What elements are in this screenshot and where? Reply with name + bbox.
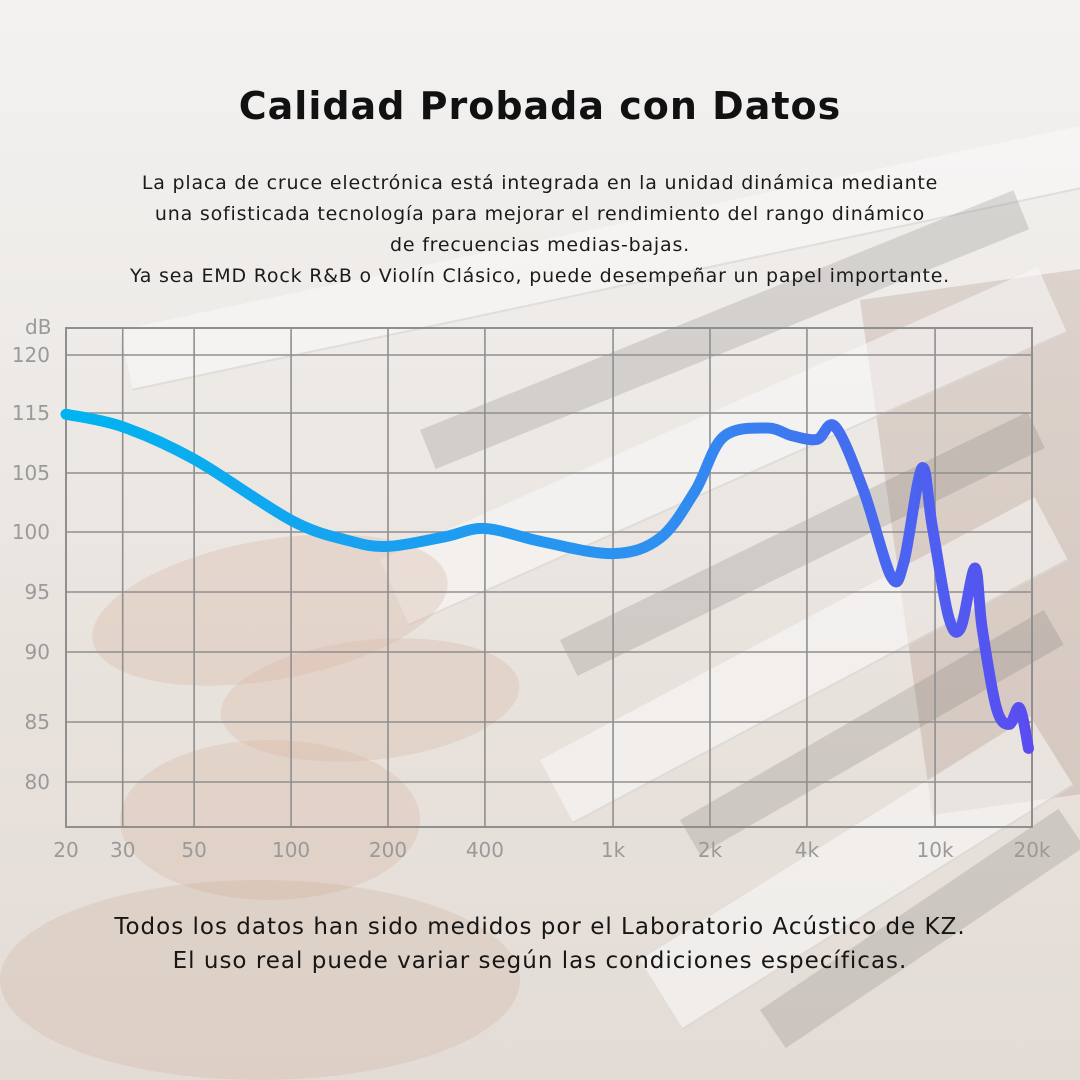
x-tick-label: 2k [698, 838, 723, 862]
y-tick-label: 105 [12, 461, 50, 485]
y-tick-label: 95 [25, 580, 50, 604]
frequency-response-line [60, 408, 1034, 754]
footer-line: Todos los datos han sido medidos por el … [114, 914, 966, 940]
x-tick-label: 20 [53, 838, 78, 862]
footer-note: Todos los datos han sido medidos por el … [60, 910, 1020, 978]
x-tick-label: 10k [917, 838, 954, 862]
y-tick-label: 85 [25, 710, 50, 734]
description-line: Ya sea EMD Rock R&B o Violín Clásico, pu… [129, 265, 951, 287]
x-tick-label: 1k [601, 838, 626, 862]
y-axis-label: dB [25, 315, 51, 339]
x-tick-label: 30 [110, 838, 135, 862]
description-line: una sofisticada tecnología para mejorar … [154, 203, 926, 225]
frequency-response-chart: dB 120 115 105 100 95 90 85 80 20 30 50 100 200 400 1k 2… [12, 315, 1051, 862]
x-tick-label: 4k [795, 838, 820, 862]
x-tick-label: 50 [181, 838, 206, 862]
footer-line: El uso real puede variar según las condi… [172, 948, 908, 974]
y-tick-label: 100 [12, 520, 50, 544]
y-tick-label: 80 [25, 770, 50, 794]
x-tick-label: 200 [369, 838, 407, 862]
y-tick-label: 90 [25, 640, 50, 664]
page-title: Calidad Probada con Datos [238, 84, 842, 128]
description: La placa de cruce electrónica está integ… [100, 168, 980, 292]
y-tick-label: 115 [12, 401, 50, 425]
description-line: de frecuencias medias-bajas. [390, 234, 690, 256]
x-tick-label: 100 [272, 838, 310, 862]
x-tick-label: 20k [1013, 838, 1050, 862]
x-tick-label: 400 [466, 838, 504, 862]
y-tick-label: 120 [12, 343, 50, 367]
description-line: La placa de cruce electrónica está integ… [141, 172, 939, 194]
